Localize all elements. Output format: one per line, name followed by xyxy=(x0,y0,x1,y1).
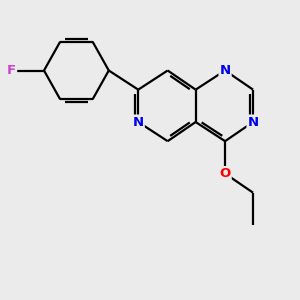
Text: O: O xyxy=(220,167,231,180)
Text: N: N xyxy=(248,116,259,128)
Text: N: N xyxy=(133,116,144,128)
Text: F: F xyxy=(7,64,16,77)
Text: N: N xyxy=(220,64,231,77)
